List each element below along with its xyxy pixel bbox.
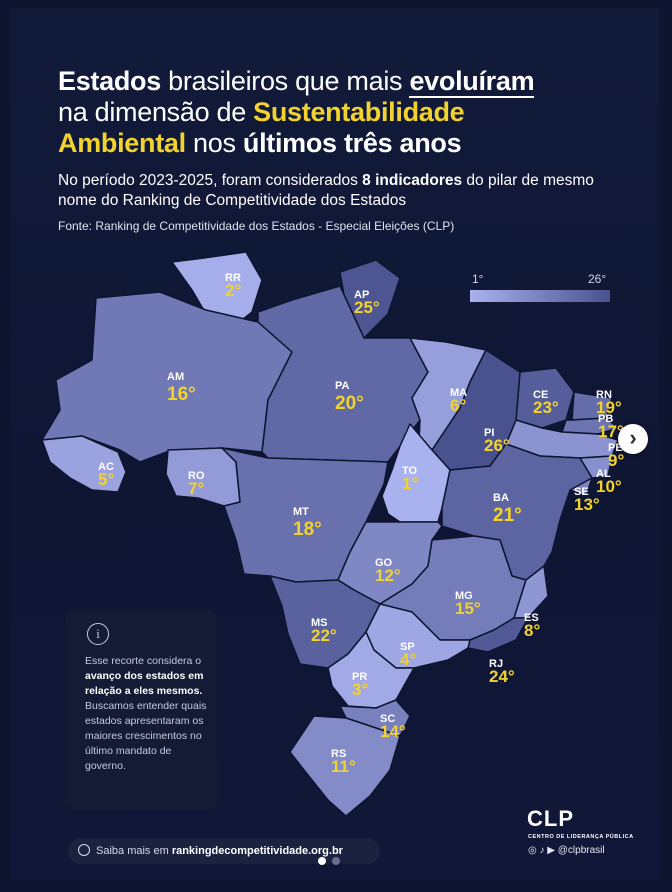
state-rank-go: 12° xyxy=(375,566,401,585)
info-icon: i xyxy=(87,623,109,645)
social-handle: ◎ ♪ ▶ @clpbrasil xyxy=(528,845,605,856)
legend-gradient-bar xyxy=(470,290,610,302)
source-note: Fonte: Ranking de Competitividade dos Es… xyxy=(58,219,455,233)
state-code-es: ES xyxy=(524,612,539,624)
state-code-mt: MT xyxy=(293,506,309,518)
state-code-rj: RJ xyxy=(489,658,503,670)
state-rank-ms: 22° xyxy=(311,626,337,645)
page-subtitle: No período 2023-2025, foram considerados… xyxy=(58,172,594,209)
state-rank-am: 16° xyxy=(167,384,196,405)
state-code-pa: PA xyxy=(335,380,350,392)
state-pa xyxy=(257,285,429,463)
state-rank-mg: 15° xyxy=(455,599,481,618)
state-code-am: AM xyxy=(167,371,184,383)
state-code-sp: SP xyxy=(400,641,415,653)
state-code-pi: PI xyxy=(484,427,494,439)
state-code-rs: RS xyxy=(331,748,346,760)
state-code-rr: RR xyxy=(225,272,241,284)
state-code-pr: PR xyxy=(352,671,367,683)
state-rr xyxy=(171,251,263,337)
state-rank-rs: 11° xyxy=(331,757,356,776)
state-rank-rn: 19° xyxy=(596,398,622,417)
legend-max-label: 26° xyxy=(588,272,607,286)
globe-icon xyxy=(78,844,90,856)
state-rank-es: 8° xyxy=(524,621,540,640)
state-rank-rj: 24° xyxy=(489,667,515,686)
state-code-rn: RN xyxy=(596,389,612,401)
state-rank-ro: 7° xyxy=(188,479,204,498)
state-code-ro: RO xyxy=(188,470,205,482)
state-rank-ce: 23° xyxy=(533,398,559,417)
state-rank-pb: 17° xyxy=(598,422,624,441)
state-rank-pr: 3° xyxy=(352,680,368,699)
state-code-go: GO xyxy=(375,557,393,569)
legend-min-label: 1° xyxy=(472,272,484,286)
state-code-ce: CE xyxy=(533,389,548,401)
state-rank-ma: 6° xyxy=(450,396,466,415)
clp-logo: CLP xyxy=(527,806,574,831)
state-rank-sp: 4° xyxy=(400,650,416,669)
state-code-ba: BA xyxy=(493,492,509,504)
state-rank-al: 10° xyxy=(596,477,622,496)
learn-more-link[interactable]: Saiba mais em rankingdecompetitividade.o… xyxy=(68,838,380,864)
pager-dot-2[interactable] xyxy=(332,857,340,865)
state-code-pb: PB xyxy=(598,413,613,425)
state-rank-rr: 2° xyxy=(225,281,241,300)
state-code-ms: MS xyxy=(311,617,328,629)
next-slide-button[interactable]: › xyxy=(618,424,648,454)
state-rank-ac: 5° xyxy=(98,470,114,489)
state-rank-pi: 26° xyxy=(484,436,510,455)
state-rank-sc: 14° xyxy=(380,722,406,741)
state-code-mg: MG xyxy=(455,590,473,602)
state-ac xyxy=(41,435,127,493)
state-code-sc: SC xyxy=(380,713,395,725)
state-rank-ap: 25° xyxy=(354,298,380,317)
state-es xyxy=(513,565,549,619)
pager-dot-1[interactable] xyxy=(318,857,326,865)
state-rank-pe: 9° xyxy=(608,451,624,470)
clp-logo-subtitle: CENTRO DE LIDERANÇA PÚBLICA xyxy=(528,834,634,840)
state-rank-pa: 20° xyxy=(335,393,364,414)
state-rank-se: 13° xyxy=(574,495,600,514)
state-rank-ba: 21° xyxy=(493,505,522,526)
state-rj xyxy=(467,617,529,653)
state-code-se: SE xyxy=(574,486,589,498)
state-rank-to: 1° xyxy=(402,474,418,493)
info-note-text: Esse recorte considera o avanço dos esta… xyxy=(85,655,207,772)
state-code-ma: MA xyxy=(450,387,467,399)
info-note-box: i Esse recorte considera o avanço dos es… xyxy=(65,610,217,810)
state-rank-mt: 18° xyxy=(293,519,322,540)
state-code-ac: AC xyxy=(98,461,114,473)
state-code-ap: AP xyxy=(354,289,369,301)
state-code-to: TO xyxy=(402,465,418,477)
state-rs xyxy=(289,715,401,817)
state-code-al: AL xyxy=(596,468,611,480)
page-title: Estados brasileiros que mais evoluíram n… xyxy=(58,66,535,158)
